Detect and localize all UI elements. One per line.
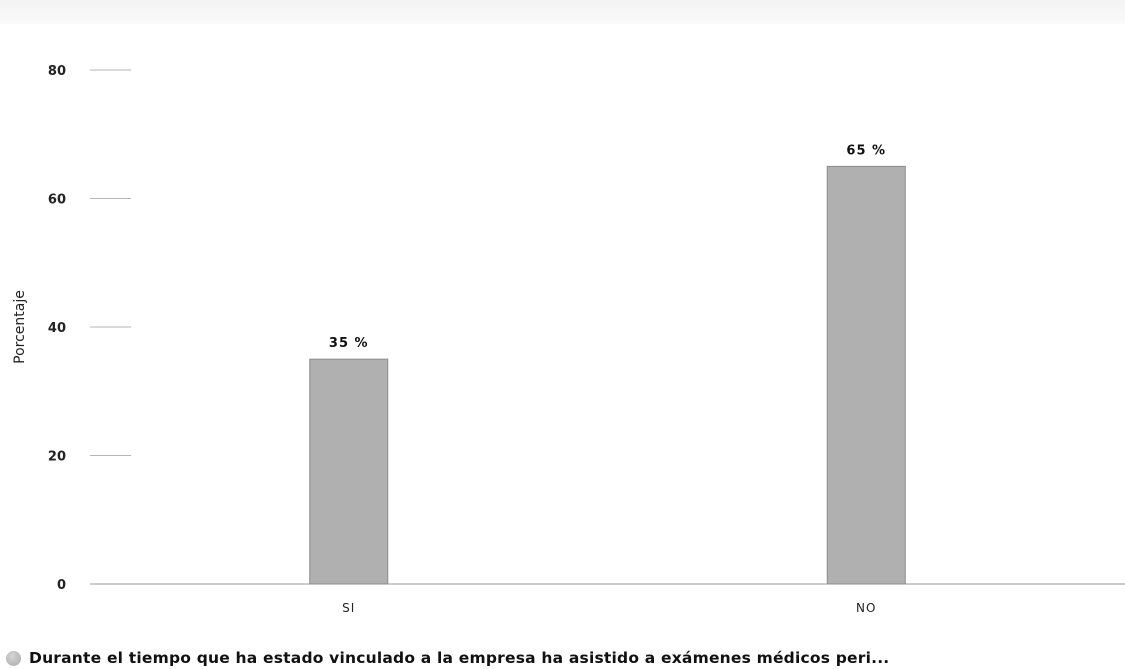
bar-no[interactable] [826, 165, 906, 585]
y-axis: 0 20 40 60 80 [48, 64, 131, 593]
y-tick-label: 20 [48, 450, 66, 465]
y-axis-title: Porcentaje [12, 290, 28, 364]
bar-si[interactable] [309, 358, 389, 585]
y-tick-label: 80 [48, 64, 66, 79]
x-tick-label-si: SI [342, 601, 355, 615]
data-label-no: 65 % [846, 143, 886, 158]
legend[interactable]: Durante el tiempo que ha estado vinculad… [6, 649, 889, 667]
bar-chart: 0 20 40 60 80 35 % 65 % SI NO Porcentaje [12, 64, 1125, 615]
data-label-si: 35 % [329, 336, 369, 351]
top-band [0, 0, 1125, 24]
data-labels: 35 % 65 % [329, 143, 886, 351]
bars [309, 165, 906, 585]
legend-marker [6, 650, 21, 666]
y-tick-label: 0 [57, 578, 66, 593]
x-tick-label-no: NO [856, 601, 876, 615]
y-tick-label: 60 [48, 193, 66, 208]
y-tick-label: 40 [48, 321, 66, 336]
x-axis-labels: SI NO [342, 601, 876, 615]
legend-label: Durante el tiempo que ha estado vinculad… [29, 649, 890, 667]
